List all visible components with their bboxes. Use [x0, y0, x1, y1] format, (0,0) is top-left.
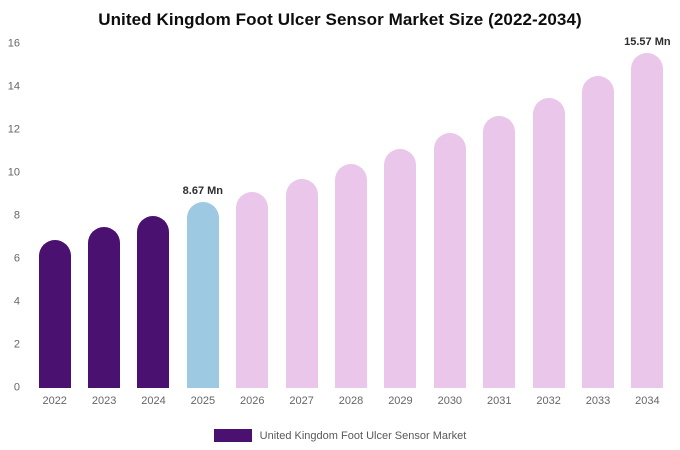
plot-wrapper: 0 2 4 6 8 10 12 14 16 2022 2023 2024 2025 8.67 Mn 202… — [0, 36, 680, 407]
bar-column-2034: 2034 15.57 Mn — [623, 36, 672, 407]
bar-2031 — [483, 116, 516, 388]
x-tick-label: 2031 — [486, 395, 512, 407]
bar-2023 — [88, 226, 121, 388]
bar-column-2033: 2033 — [573, 44, 622, 407]
bar-column-2030: 2030 — [425, 44, 474, 407]
legend-label: United Kingdom Foot Ulcer Sensor Market — [259, 429, 467, 442]
bar-column-2027: 2027 — [277, 44, 326, 407]
y-tick-label: 8 — [13, 209, 20, 222]
y-tick-label: 4 — [13, 295, 20, 308]
y-tick-label: 14 — [7, 80, 20, 93]
bar-column-2026: 2026 — [228, 44, 277, 407]
x-tick-label: 2023 — [91, 395, 117, 407]
y-tick-label: 0 — [13, 381, 20, 394]
bar-2026 — [236, 192, 269, 388]
bar-2030 — [433, 133, 466, 388]
x-tick-label: 2033 — [585, 395, 611, 407]
bar-2028 — [335, 164, 368, 388]
bar-2034 — [631, 53, 664, 388]
legend: United Kingdom Foot Ulcer Sensor Market — [0, 429, 680, 442]
bar-column-2025: 2025 8.67 Mn — [178, 44, 227, 407]
x-tick-label: 2026 — [240, 395, 265, 407]
y-tick-label: 12 — [7, 123, 20, 136]
x-tick-label: 2028 — [338, 395, 364, 407]
y-tick-label: 16 — [7, 37, 20, 50]
x-tick-label: 2024 — [141, 395, 166, 407]
plot-area: 2022 2023 2024 2025 8.67 Mn 2026 2027 2028 2029 2… — [30, 36, 672, 407]
bar-column-2032: 2032 — [524, 44, 573, 407]
y-tick-label: 2 — [13, 338, 20, 351]
x-tick-label: 2027 — [289, 395, 314, 407]
x-tick-label: 2022 — [42, 395, 67, 407]
bar-column-2024: 2024 — [129, 44, 178, 407]
bar-2022 — [38, 239, 71, 388]
legend-swatch — [213, 429, 252, 442]
bar-2032 — [532, 97, 565, 388]
bar-2029 — [384, 149, 417, 388]
value-label-2025: 8.67 Mn — [182, 184, 224, 197]
bar-column-2029: 2029 — [376, 44, 425, 407]
bar-2033 — [581, 76, 614, 388]
bar-column-2031: 2031 — [475, 44, 524, 407]
value-label-2034: 15.57 Mn — [624, 36, 671, 49]
bar-2024 — [137, 216, 170, 388]
chart-title: United Kingdom Foot Ulcer Sensor Market … — [98, 10, 582, 29]
bar-column-2022: 2022 — [30, 44, 79, 407]
bar-2027 — [285, 179, 318, 388]
y-tick-label: 10 — [7, 166, 20, 179]
bar-2025 — [186, 201, 219, 388]
x-tick-label: 2034 — [635, 395, 660, 407]
x-tick-label: 2025 — [190, 395, 216, 407]
x-tick-label: 2029 — [388, 395, 413, 407]
y-axis: 0 2 4 6 8 10 12 14 16 — [0, 38, 26, 393]
x-tick-label: 2030 — [437, 395, 463, 407]
y-tick-label: 6 — [13, 252, 20, 265]
bar-column-2023: 2023 — [79, 44, 128, 407]
x-tick-label: 2032 — [536, 395, 561, 407]
bar-column-2028: 2028 — [326, 44, 375, 407]
